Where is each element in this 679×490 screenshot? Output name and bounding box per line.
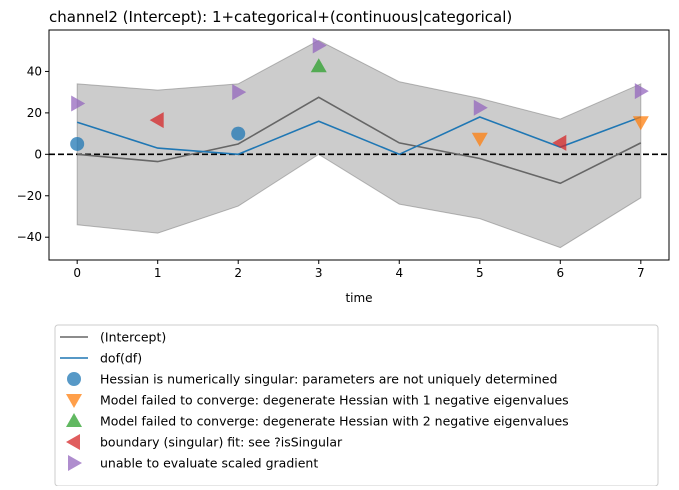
legend-swatch-triangle-right <box>68 455 82 471</box>
series-line-1 <box>76 116 642 156</box>
y-tick-label: −40 <box>17 230 42 244</box>
x-tick-label: 7 <box>637 266 645 280</box>
marker-triangle-down-1 <box>632 116 649 131</box>
x-axis-label: time <box>345 291 372 305</box>
y-tick-label: 0 <box>34 147 42 161</box>
legend-label: (Intercept) <box>100 330 166 345</box>
legend-swatch-circle <box>67 372 81 386</box>
marker-circle-0 <box>70 136 85 151</box>
legend-label: unable to evaluate scaled gradient <box>100 456 318 471</box>
marker-circle-1 <box>231 126 246 141</box>
x-tick-label: 5 <box>476 266 484 280</box>
legend-swatch-triangle-up <box>66 413 82 427</box>
legend-label: Model failed to converge: degenerate Hes… <box>100 393 569 408</box>
marker-triangle-right-0 <box>71 95 86 112</box>
x-tick-label: 0 <box>73 266 81 280</box>
y-tick-label: 20 <box>27 106 42 120</box>
legend-label: dof(df) <box>100 351 142 366</box>
marker-triangle-right-1 <box>232 84 247 101</box>
marker-triangle-right-4 <box>634 83 649 100</box>
legend-swatch-triangle-left <box>66 434 80 450</box>
x-tick-label: 6 <box>556 266 564 280</box>
marker-triangle-right-3 <box>473 99 488 116</box>
marker-triangle-right-2 <box>312 37 327 54</box>
series-line-0 <box>77 96 642 185</box>
marker-triangle-left-1 <box>552 134 567 151</box>
marker-triangle-down-0 <box>471 132 488 147</box>
legend-swatch-triangle-down <box>66 394 82 408</box>
x-tick-label: 3 <box>315 266 323 280</box>
legend-label: Model failed to converge: degenerate Hes… <box>100 414 569 429</box>
legend: (Intercept) dof(df) Hessian is numerically… <box>54 324 659 487</box>
chart-title: channel2 (Intercept): 1+categorical+(con… <box>49 8 512 26</box>
marker-triangle-left-0 <box>149 112 164 129</box>
y-tick-label: −20 <box>17 189 42 203</box>
legend-label: Hessian is numerically singular: paramet… <box>100 372 557 387</box>
x-tick-label: 4 <box>395 266 403 280</box>
legend-label: boundary (singular) fit: see ?isSingular <box>100 435 343 450</box>
confidence-band <box>76 39 642 249</box>
x-tick-label: 2 <box>234 266 242 280</box>
y-tick-label: 40 <box>27 64 42 78</box>
plot-frame <box>48 29 670 261</box>
marker-triangle-up-0 <box>310 58 327 73</box>
x-tick-label: 1 <box>154 266 162 280</box>
